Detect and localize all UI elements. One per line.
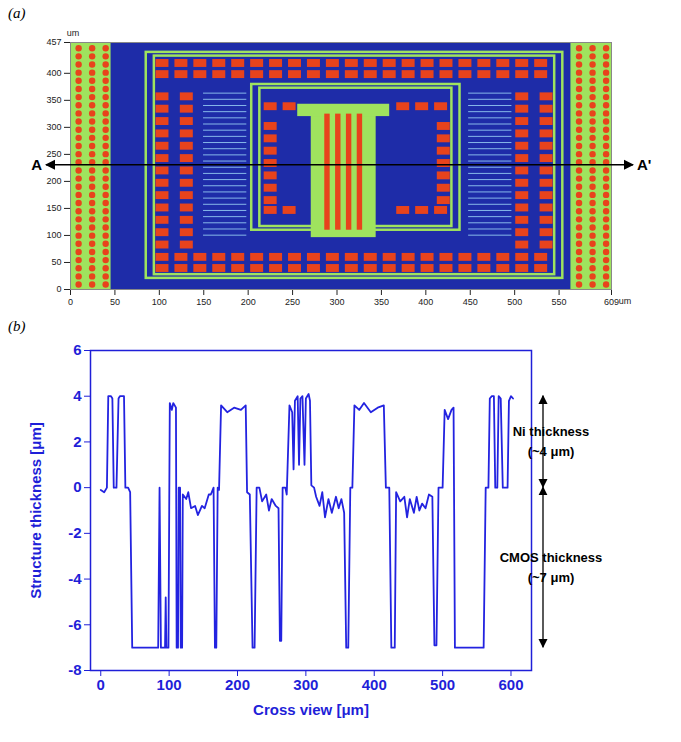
svg-text:400: 400 bbox=[46, 68, 61, 78]
svg-text:600: 600 bbox=[498, 676, 523, 693]
svg-text:0: 0 bbox=[68, 297, 73, 307]
svg-text:200: 200 bbox=[46, 176, 61, 186]
svg-text:500: 500 bbox=[430, 676, 455, 693]
svg-text:2: 2 bbox=[73, 433, 81, 450]
svg-text:400: 400 bbox=[418, 297, 433, 307]
svg-text:450: 450 bbox=[463, 297, 478, 307]
svg-text:0: 0 bbox=[73, 478, 81, 495]
svg-text:550: 550 bbox=[552, 297, 567, 307]
svg-text:um: um bbox=[67, 28, 80, 38]
svg-text:50: 50 bbox=[51, 257, 61, 267]
svg-text:Structure thickness [μm]: Structure thickness [μm] bbox=[27, 422, 44, 599]
svg-text:457: 457 bbox=[46, 37, 61, 47]
svg-text:4: 4 bbox=[73, 387, 82, 404]
svg-text:100: 100 bbox=[157, 676, 182, 693]
svg-text:(~7 μm): (~7 μm) bbox=[528, 570, 575, 585]
svg-text:200: 200 bbox=[241, 297, 256, 307]
svg-text:400: 400 bbox=[362, 676, 387, 693]
svg-text:Ni thickness: Ni thickness bbox=[513, 424, 590, 439]
svg-text:100: 100 bbox=[152, 297, 167, 307]
html-text:(a): (a) bbox=[8, 5, 26, 21]
svg-text:500: 500 bbox=[507, 297, 522, 307]
svg-text:CMOS thickness: CMOS thickness bbox=[500, 550, 603, 565]
svg-text:350: 350 bbox=[374, 297, 389, 307]
svg-text:300: 300 bbox=[46, 122, 61, 132]
svg-text:0: 0 bbox=[56, 284, 61, 294]
svg-text:-8: -8 bbox=[68, 661, 81, 678]
svg-text:609: 609 bbox=[604, 297, 619, 307]
svg-text:300: 300 bbox=[293, 676, 318, 693]
svg-text:A': A' bbox=[637, 156, 651, 173]
svg-text:6: 6 bbox=[73, 341, 81, 358]
svg-text:-4: -4 bbox=[68, 570, 82, 587]
svg-text:350: 350 bbox=[46, 95, 61, 105]
svg-text:-2: -2 bbox=[68, 524, 81, 541]
svg-text:0: 0 bbox=[97, 676, 105, 693]
svg-text:250: 250 bbox=[285, 297, 300, 307]
svg-text:250: 250 bbox=[46, 149, 61, 159]
svg-text:300: 300 bbox=[329, 297, 344, 307]
svg-text:um: um bbox=[619, 296, 632, 306]
svg-text:(~4 μm): (~4 μm) bbox=[528, 444, 575, 459]
html-text:(b): (b) bbox=[8, 318, 26, 334]
svg-text:150: 150 bbox=[46, 203, 61, 213]
svg-text:200: 200 bbox=[225, 676, 250, 693]
svg-text:-6: -6 bbox=[68, 616, 81, 633]
svg-text:50: 50 bbox=[110, 297, 120, 307]
svg-text:150: 150 bbox=[196, 297, 211, 307]
svg-text:100: 100 bbox=[46, 230, 61, 240]
svg-text:A: A bbox=[31, 156, 42, 173]
svg-text:Cross view [μm]: Cross view [μm] bbox=[253, 701, 369, 718]
